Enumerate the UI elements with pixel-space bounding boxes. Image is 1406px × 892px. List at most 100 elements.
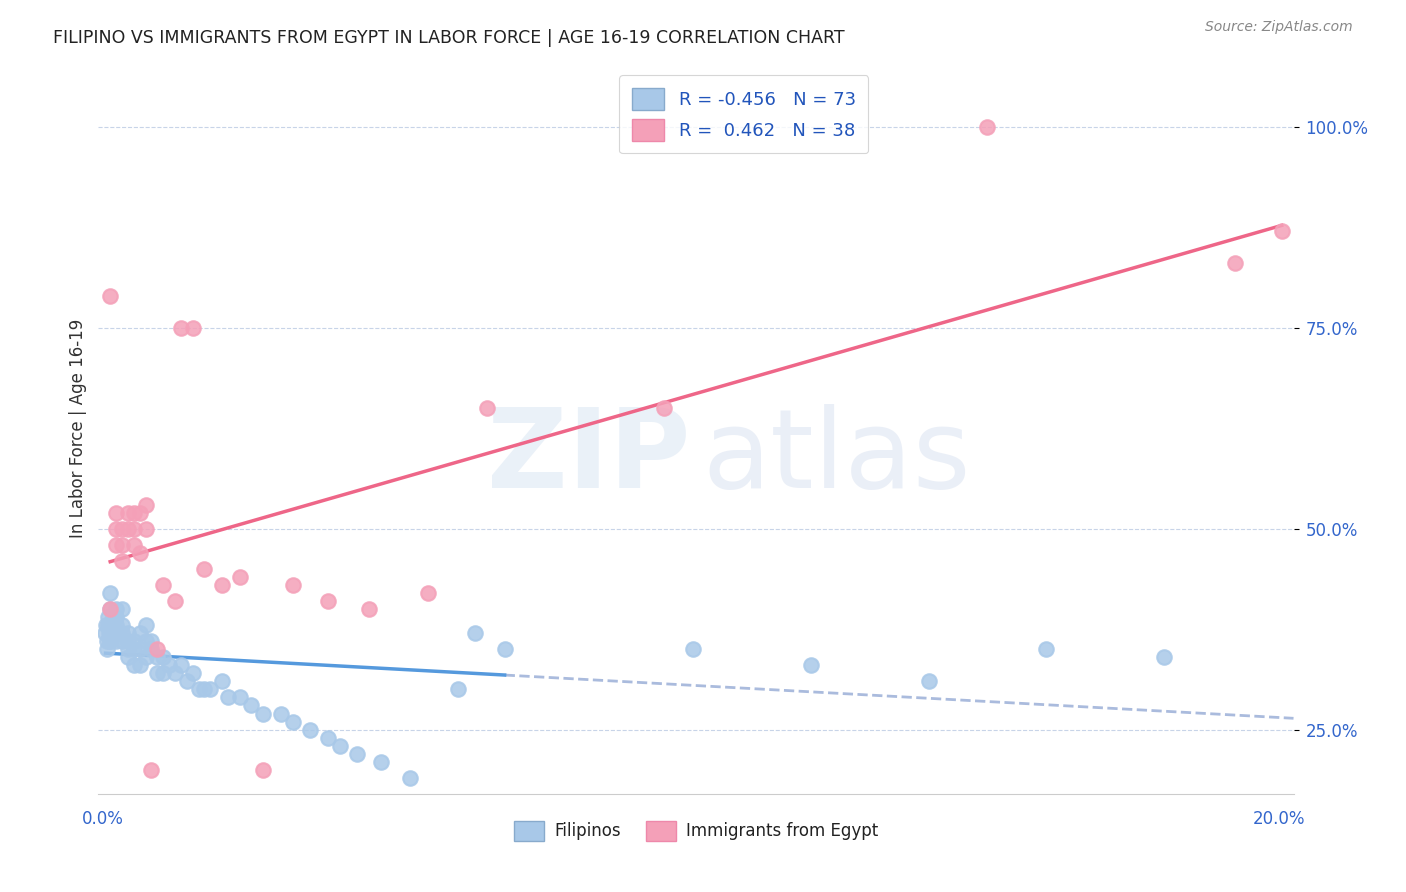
- Point: [94, 626, 117, 640]
- Point: [359, 602, 381, 616]
- Point: [122, 658, 145, 673]
- Point: [252, 706, 274, 721]
- Text: ZIP: ZIP: [486, 404, 690, 511]
- Point: [181, 666, 204, 681]
- Point: [96, 634, 118, 648]
- Point: [800, 658, 823, 673]
- Point: [475, 401, 498, 415]
- Point: [228, 570, 250, 584]
- Point: [111, 538, 134, 552]
- Point: [146, 666, 169, 681]
- Point: [122, 522, 145, 536]
- Text: Source: ZipAtlas.com: Source: ZipAtlas.com: [1205, 20, 1353, 34]
- Text: FILIPINO VS IMMIGRANTS FROM EGYPT IN LABOR FORCE | AGE 16-19 CORRELATION CHART: FILIPINO VS IMMIGRANTS FROM EGYPT IN LAB…: [53, 29, 845, 46]
- Point: [316, 594, 339, 608]
- Point: [163, 594, 186, 608]
- Point: [270, 706, 292, 721]
- Text: 20.0%: 20.0%: [1253, 810, 1305, 828]
- Point: [117, 522, 139, 536]
- Point: [128, 642, 150, 657]
- Point: [111, 602, 134, 616]
- Point: [105, 506, 128, 520]
- Point: [105, 522, 128, 536]
- Point: [152, 666, 174, 681]
- Point: [111, 554, 134, 568]
- Point: [117, 506, 139, 520]
- Point: [105, 538, 128, 552]
- Point: [105, 618, 128, 632]
- Point: [316, 731, 339, 745]
- Point: [122, 538, 145, 552]
- Point: [299, 723, 322, 737]
- Point: [193, 562, 215, 576]
- Point: [105, 610, 128, 624]
- Point: [152, 650, 174, 665]
- Point: [917, 674, 939, 689]
- Point: [128, 546, 150, 560]
- Point: [187, 682, 209, 697]
- Point: [98, 602, 121, 616]
- Point: [94, 618, 117, 632]
- Point: [141, 763, 163, 777]
- Point: [193, 682, 215, 697]
- Point: [416, 586, 439, 600]
- Point: [146, 642, 169, 657]
- Point: [101, 626, 124, 640]
- Point: [128, 506, 150, 520]
- Point: [111, 522, 134, 536]
- Point: [494, 642, 516, 657]
- Point: [181, 320, 204, 334]
- Point: [370, 755, 392, 769]
- Point: [134, 650, 156, 665]
- Point: [98, 618, 121, 632]
- Point: [170, 320, 193, 334]
- Point: [117, 650, 139, 665]
- Point: [105, 626, 128, 640]
- Point: [682, 642, 704, 657]
- Point: [217, 690, 239, 705]
- Point: [1035, 642, 1057, 657]
- Point: [446, 682, 468, 697]
- Point: [399, 771, 422, 785]
- Point: [329, 739, 352, 753]
- Point: [1271, 224, 1294, 238]
- Point: [98, 634, 121, 648]
- Point: [98, 602, 121, 616]
- Point: [117, 642, 139, 657]
- Point: [146, 650, 169, 665]
- Point: [128, 626, 150, 640]
- Point: [252, 763, 274, 777]
- Point: [281, 578, 304, 592]
- Point: [122, 506, 145, 520]
- Legend: Filipinos, Immigrants from Egypt: Filipinos, Immigrants from Egypt: [508, 814, 884, 847]
- Point: [464, 626, 486, 640]
- Point: [211, 578, 233, 592]
- Point: [98, 626, 121, 640]
- Point: [141, 642, 163, 657]
- Text: atlas: atlas: [702, 404, 970, 511]
- Point: [211, 674, 233, 689]
- Point: [170, 658, 193, 673]
- Point: [105, 634, 128, 648]
- Point: [117, 634, 139, 648]
- Point: [157, 658, 180, 673]
- Y-axis label: In Labor Force | Age 16-19: In Labor Force | Age 16-19: [69, 318, 87, 538]
- Point: [101, 610, 124, 624]
- Point: [98, 586, 121, 600]
- Point: [1153, 650, 1175, 665]
- Point: [105, 602, 128, 616]
- Point: [200, 682, 222, 697]
- Point: [141, 634, 163, 648]
- Point: [122, 642, 145, 657]
- Point: [101, 618, 124, 632]
- Point: [240, 698, 263, 713]
- Point: [117, 626, 139, 640]
- Point: [176, 674, 198, 689]
- Point: [111, 618, 134, 632]
- Point: [346, 747, 368, 761]
- Point: [228, 690, 250, 705]
- Point: [128, 658, 150, 673]
- Point: [97, 610, 120, 624]
- Text: 0.0%: 0.0%: [82, 810, 124, 828]
- Point: [976, 120, 998, 134]
